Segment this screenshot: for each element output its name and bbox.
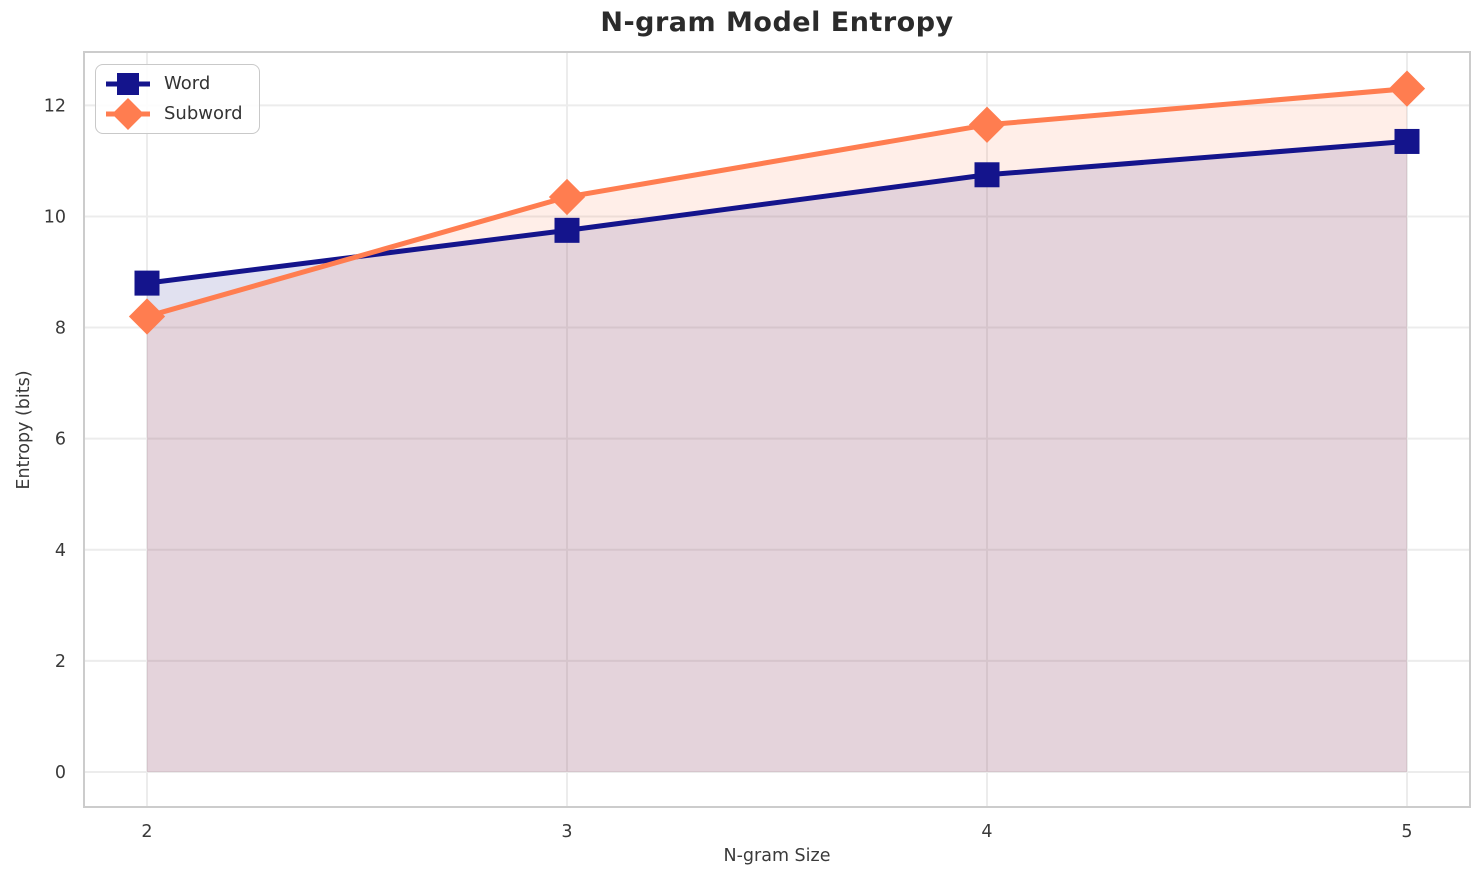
- legend-item-word: Word: [104, 69, 243, 99]
- y-tick-label: 4: [55, 541, 66, 561]
- y-tick-label: 10: [44, 207, 66, 227]
- subword-marker: [128, 298, 166, 335]
- x-tick-label: 4: [981, 822, 992, 842]
- y-tick-label: 2: [55, 652, 66, 672]
- subword-area-fill: [147, 88, 1407, 772]
- x-axis-label: N-gram Size: [723, 846, 831, 866]
- legend: Word Subword: [95, 64, 260, 134]
- legend-item-subword: Subword: [104, 98, 243, 130]
- subword-marker: [548, 178, 586, 216]
- y-tick-label: 8: [55, 319, 66, 339]
- subword-legend-marker: [112, 98, 144, 130]
- axes-spines: [83, 51, 1471, 808]
- word-marker: [974, 162, 1000, 188]
- x-tick-label: 5: [1401, 822, 1412, 842]
- legend-label-word: Word: [164, 73, 211, 94]
- subword-marker: [968, 106, 1006, 143]
- word-marker: [134, 270, 160, 296]
- chart-title: N-gram Model Entropy: [600, 7, 954, 38]
- x-tick-label: 2: [141, 822, 152, 842]
- y-tick-label: 12: [44, 96, 66, 116]
- word-marker: [554, 217, 580, 243]
- x-tick-label: 3: [561, 822, 572, 842]
- y-tick-label: 6: [55, 430, 66, 450]
- word-area-fill: [147, 141, 1407, 772]
- word-legend-marker: [117, 73, 139, 95]
- word-marker: [1394, 128, 1420, 154]
- subword-marker: [1388, 70, 1426, 107]
- subword-series-swatch-icon: [106, 98, 150, 130]
- y-axis-label: Entropy (bits): [14, 370, 34, 490]
- y-tick-label: 0: [55, 763, 66, 783]
- word-series-swatch-icon: [106, 73, 150, 95]
- subword-line: [146, 86, 1408, 319]
- plot-area: [84, 52, 1470, 807]
- legend-label-subword: Subword: [164, 103, 243, 124]
